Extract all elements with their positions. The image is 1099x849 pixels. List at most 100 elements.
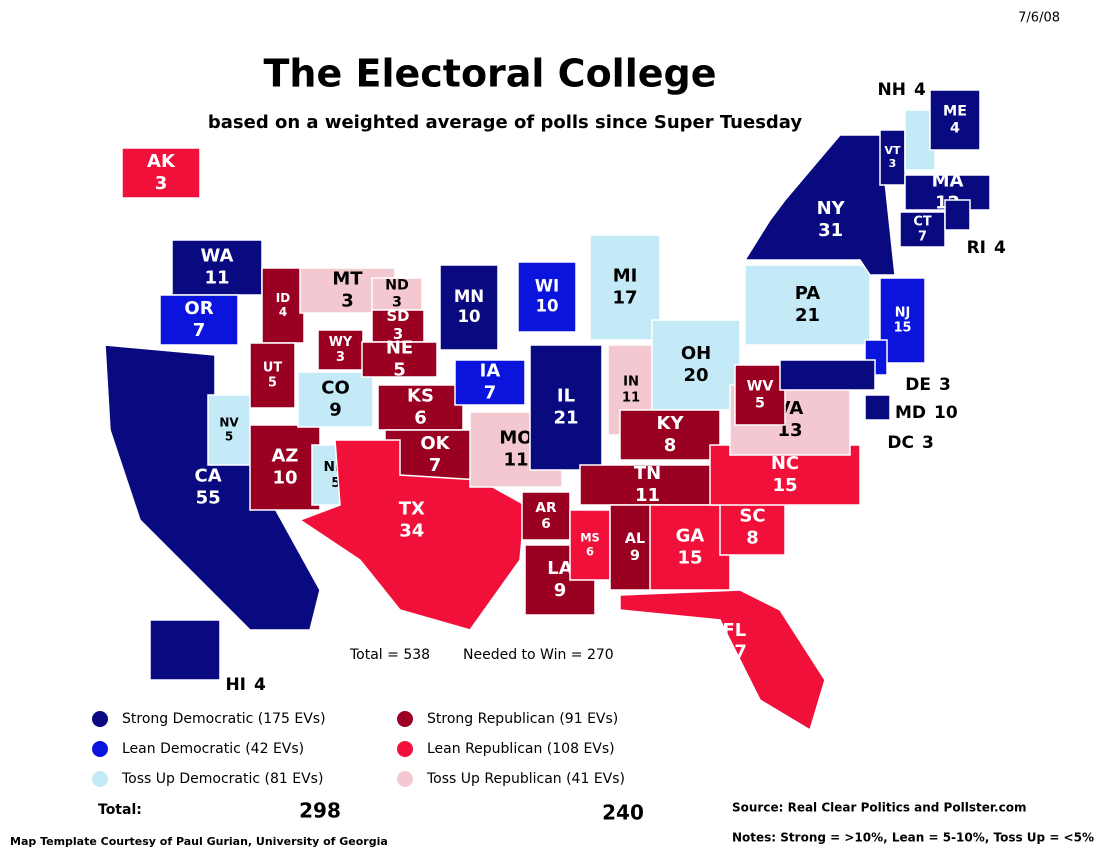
state (619, 589, 826, 732)
state-ev: 6 (414, 407, 427, 428)
state-abbr: AL (625, 531, 645, 547)
state-ev: 5 (393, 359, 406, 380)
state-ev: 10 (535, 296, 558, 315)
state-ev: 15 (677, 547, 702, 568)
state-ev: 8 (746, 527, 759, 548)
state-ev: 4 (254, 675, 266, 695)
state-abbr: MN (454, 287, 484, 306)
state-ev: 3 (341, 290, 354, 311)
state-abbr: SD (386, 307, 409, 325)
state (297, 371, 374, 428)
state-ev: 3 (889, 157, 897, 170)
state-abbr: AK (147, 151, 176, 172)
state-ev: 34 (399, 520, 424, 541)
state-abbr: MI (613, 266, 638, 287)
state-abbr: OH (681, 343, 711, 364)
state-abbr: MA (932, 171, 964, 192)
state-abbr: NH (878, 80, 906, 100)
state (864, 394, 891, 421)
state-abbr: NJ (895, 305, 911, 320)
state-ev: 11 (622, 390, 640, 405)
state-abbr: DC (887, 433, 914, 453)
state-ev: 9 (554, 580, 567, 601)
state (899, 211, 946, 248)
state (454, 359, 526, 406)
legend-swatch (92, 741, 108, 757)
title: The Electoral College (264, 52, 717, 96)
state (361, 341, 438, 378)
state (104, 344, 321, 631)
state-abbr: DE (905, 375, 931, 395)
legend-label: Toss Up Democratic (81 EVs) (121, 771, 323, 787)
state (159, 294, 239, 346)
state-ev: 4 (279, 305, 287, 319)
state-abbr: RI (967, 238, 986, 258)
state-abbr: MT (332, 269, 363, 290)
legend-swatch (92, 771, 108, 787)
state-ev: 11 (503, 449, 528, 470)
legend-swatch (92, 711, 108, 727)
state-ev: 21 (795, 305, 820, 326)
state-ev: 3 (922, 433, 934, 453)
date: 7/6/08 (1018, 11, 1060, 26)
state-ev: 27 (722, 642, 747, 663)
source: Source: Real Clear Politics and Pollster… (732, 801, 1026, 815)
state (298, 439, 526, 631)
totals-label: Total: (98, 802, 142, 818)
state-ev: 9 (329, 399, 342, 420)
state-abbr: VT (884, 144, 901, 157)
state-ev: 7 (193, 320, 206, 341)
state-abbr: KY (657, 413, 685, 434)
state-ev: 7 (484, 382, 497, 403)
state-ev: 3 (336, 350, 345, 365)
state (249, 424, 321, 511)
legend-swatch (397, 771, 413, 787)
state-ev: 3 (393, 325, 403, 343)
state (734, 364, 786, 426)
state-ev: 10 (457, 307, 480, 326)
state-abbr: NV (219, 415, 239, 429)
state-ev: 15 (894, 321, 912, 336)
legend-label: Strong Democratic (175 EVs) (122, 711, 326, 727)
state-ev: 10 (272, 467, 297, 488)
state-ev: 8 (664, 435, 677, 456)
state-ev: 31 (818, 220, 843, 241)
state-ev: 4 (950, 121, 960, 137)
state-abbr: CA (195, 466, 222, 487)
state-abbr: CO (321, 378, 350, 399)
legend-label: Toss Up Republican (41 EVs) (426, 771, 625, 787)
state-ev: 11 (204, 267, 229, 288)
state-abbr: AR (535, 500, 557, 516)
state-ev: 9 (630, 548, 640, 564)
state-ev: 4 (914, 80, 926, 100)
state-ev: 3 (392, 295, 402, 311)
legend-label: Lean Republican (108 EVs) (427, 741, 615, 757)
state-ev: 3 (939, 375, 951, 395)
state (517, 261, 577, 333)
state-ev: 7 (918, 230, 927, 245)
state-abbr: IN (623, 375, 639, 390)
total-evs: Total = 538 (349, 647, 430, 663)
state-abbr: NY (817, 198, 846, 219)
state (149, 619, 221, 681)
state-abbr: ME (943, 103, 967, 119)
dem-total: 298 (299, 799, 341, 823)
legend-label: Lean Democratic (42 EVs) (122, 741, 304, 757)
state-abbr: WV (747, 378, 774, 394)
legend-label: Strong Republican (91 EVs) (427, 711, 618, 727)
state (439, 264, 499, 351)
state-abbr: GA (676, 526, 705, 547)
state-ev: 7 (429, 455, 442, 476)
state-abbr: MO (499, 428, 532, 449)
state-abbr: ID (276, 291, 290, 305)
state-abbr: AZ (272, 446, 299, 467)
state-abbr: SC (739, 506, 765, 527)
state-abbr: IA (480, 361, 501, 382)
state-abbr: IL (557, 386, 575, 407)
credit: Map Template Courtesy of Paul Gurian, Un… (10, 835, 388, 848)
state-abbr: OR (184, 298, 213, 319)
state-abbr: NC (771, 453, 799, 474)
state-ev: 6 (586, 544, 594, 558)
state-ev: 17 (612, 287, 637, 308)
